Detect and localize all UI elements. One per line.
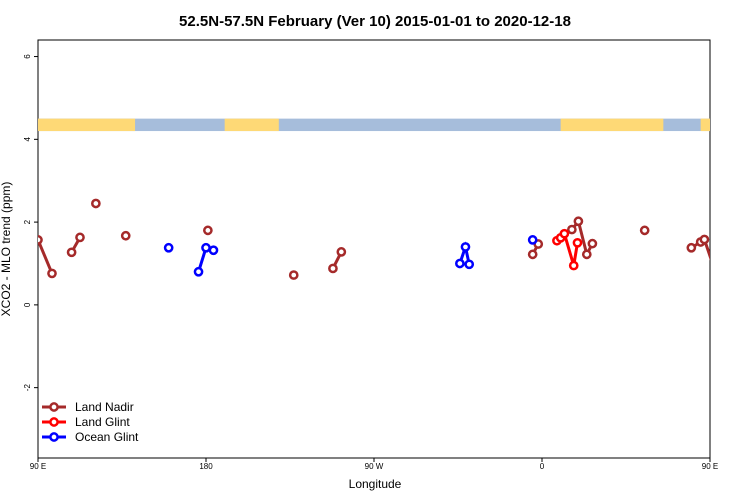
y-axis: -2 0 2 4 6 bbox=[23, 54, 38, 391]
data-point bbox=[587, 238, 598, 249]
data-point bbox=[527, 249, 538, 260]
data-point bbox=[464, 259, 475, 270]
y-axis-label: XCO2 - MLO trend (ppm) bbox=[0, 182, 13, 317]
land-band-segment bbox=[560, 118, 664, 132]
data-point bbox=[38, 235, 43, 245]
data-point bbox=[288, 270, 299, 280]
y-tick-label: -2 bbox=[23, 384, 32, 392]
data-point bbox=[573, 216, 584, 227]
data-point bbox=[567, 224, 577, 235]
data-point bbox=[527, 235, 538, 245]
x-tick-label: 90 E bbox=[30, 462, 46, 471]
legend-marker bbox=[49, 432, 59, 442]
chart-title: 52.5N-57.5N February (Ver 10) 2015-01-01… bbox=[179, 13, 571, 30]
plot-frame bbox=[37, 39, 711, 459]
data-point bbox=[746, 234, 750, 241]
y-tick-label: 2 bbox=[23, 219, 32, 224]
y-tick-label: 6 bbox=[23, 54, 32, 59]
data-point bbox=[75, 232, 85, 243]
land-ocean-band bbox=[38, 118, 710, 132]
legend-label: Land Glint bbox=[75, 415, 130, 429]
data-point bbox=[120, 230, 131, 241]
x-axis-label: Longitude bbox=[349, 477, 402, 491]
x-tick-label: 90 E bbox=[702, 462, 718, 471]
y-tick-label: 4 bbox=[23, 137, 32, 142]
series-land-nadir bbox=[38, 198, 750, 280]
data-point bbox=[203, 225, 213, 236]
data-point bbox=[336, 247, 347, 257]
data-point bbox=[91, 198, 101, 209]
land-band-segment bbox=[700, 118, 710, 132]
series-layer bbox=[38, 198, 750, 280]
data-point bbox=[559, 228, 570, 239]
y-tick-label: 0 bbox=[23, 302, 32, 307]
data-point bbox=[208, 245, 219, 256]
series-ocean-glint bbox=[163, 235, 538, 277]
data-point bbox=[201, 242, 211, 253]
data-point bbox=[699, 234, 710, 245]
data-point bbox=[193, 266, 204, 277]
data-point bbox=[460, 242, 471, 252]
land-band-segment bbox=[38, 118, 136, 132]
data-point bbox=[568, 260, 579, 271]
legend-marker bbox=[49, 402, 59, 412]
land-band-segment bbox=[224, 118, 279, 132]
series-line bbox=[570, 217, 594, 259]
ocean-band bbox=[38, 118, 710, 132]
data-point bbox=[686, 242, 697, 253]
data-point bbox=[328, 263, 338, 274]
data-point bbox=[712, 269, 719, 276]
data-point bbox=[163, 242, 174, 253]
series-line bbox=[742, 238, 749, 252]
legend-marker bbox=[49, 417, 59, 427]
data-point bbox=[47, 268, 57, 279]
x-tick-label: 180 bbox=[199, 462, 213, 471]
x-tick-label: 0 bbox=[540, 462, 545, 471]
series-line bbox=[38, 239, 54, 274]
data-point bbox=[738, 248, 745, 255]
legend-label: Land Nadir bbox=[75, 400, 134, 414]
data-point bbox=[639, 225, 650, 236]
data-point bbox=[455, 258, 465, 269]
x-tick-label: 90 W bbox=[365, 462, 384, 471]
data-point bbox=[581, 249, 592, 260]
legend-label: Ocean Glint bbox=[75, 430, 139, 444]
data-point bbox=[66, 247, 77, 258]
series-land-glint bbox=[552, 228, 583, 271]
data-point bbox=[572, 237, 583, 248]
